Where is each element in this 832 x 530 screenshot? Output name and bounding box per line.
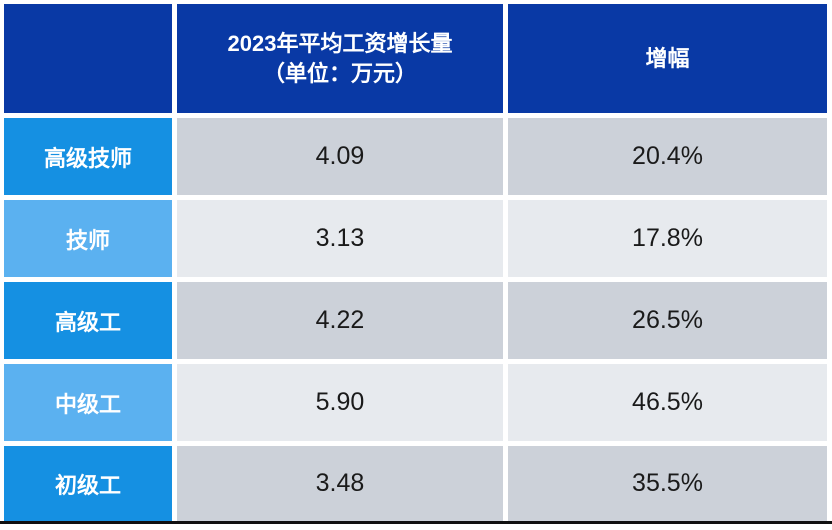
growth-cell: 46.5% (508, 364, 827, 441)
header-growth-cell: 增幅 (508, 4, 827, 113)
row-label-senior-worker: 高级工 (4, 282, 172, 359)
growth-cell: 26.5% (508, 282, 827, 359)
amount-cell: 4.09 (177, 118, 503, 195)
row-label-junior-worker: 初级工 (4, 446, 172, 521)
row-label-intermediate-worker: 中级工 (4, 364, 172, 441)
header-corner-cell (4, 4, 172, 113)
row-label-technician: 技师 (4, 200, 172, 277)
header-amount-cell: 2023年平均工资增长量 （单位：万元） (177, 4, 503, 113)
growth-cell: 35.5% (508, 446, 827, 521)
growth-cell: 20.4% (508, 118, 827, 195)
growth-cell: 17.8% (508, 200, 827, 277)
row-label-senior-technician: 高级技师 (4, 118, 172, 195)
amount-cell: 5.90 (177, 364, 503, 441)
table-bottom-rule (0, 521, 832, 524)
amount-cell: 3.13 (177, 200, 503, 277)
salary-growth-table: 2023年平均工资增长量 （单位：万元） 增幅 高级技师 4.09 20.4% … (4, 4, 827, 521)
amount-cell: 3.48 (177, 446, 503, 521)
amount-cell: 4.22 (177, 282, 503, 359)
